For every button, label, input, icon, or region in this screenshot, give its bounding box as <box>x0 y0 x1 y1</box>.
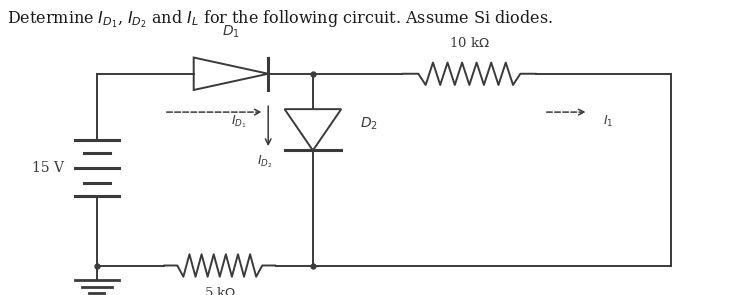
Text: 15 V: 15 V <box>33 161 64 175</box>
Text: $D_2$: $D_2$ <box>360 116 378 132</box>
Text: Determine $I_{D_1}$, $I_{D_2}$ and $I_L$ for the following circuit. Assume Si di: Determine $I_{D_1}$, $I_{D_2}$ and $I_L$… <box>7 9 554 30</box>
Text: $D_1$: $D_1$ <box>222 23 240 40</box>
Text: $I_1$: $I_1$ <box>603 114 614 129</box>
Text: $I_{D_2}$: $I_{D_2}$ <box>256 153 273 170</box>
Text: 10 k$\Omega$: 10 k$\Omega$ <box>449 36 489 50</box>
Text: $I_{D_1}$: $I_{D_1}$ <box>230 114 247 130</box>
Text: 5 k$\Omega$: 5 k$\Omega$ <box>203 286 236 295</box>
